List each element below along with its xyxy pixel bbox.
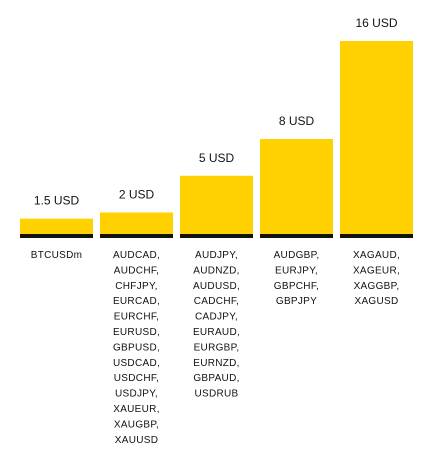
value-label-2: 2 USD <box>119 188 155 202</box>
category-label-3-5: CADJPY, <box>195 312 238 323</box>
category-label-3-3: AUDUSD, <box>193 281 240 292</box>
category-label-5-4: XAGUSD <box>354 296 398 307</box>
category-label-5-1: XAGAUD, <box>353 250 400 261</box>
category-label-3-1: AUDJPY, <box>195 250 238 261</box>
category-label-2-12: XAUGBP, <box>114 419 159 430</box>
category-label-2-6: EURUSD, <box>113 327 160 338</box>
category-label-2-10: USDJPY, <box>115 389 158 400</box>
category-label-2-13: XAUUSD <box>115 435 158 446</box>
category-label-3-9: GBPAUD, <box>193 373 239 384</box>
category-label-2-4: EURCAD, <box>113 296 160 307</box>
category-label-2-8: USDCAD, <box>113 358 160 369</box>
category-label-3-8: EURNZD, <box>193 358 240 369</box>
bar-3 <box>180 175 253 237</box>
category-label-1-1: BTCUSDm <box>31 250 83 261</box>
category-label-2-7: GBPUSD, <box>113 342 160 353</box>
bar-baseline-5 <box>340 234 413 238</box>
category-label-2-2: AUDCHF, <box>114 265 159 276</box>
bar-4 <box>260 139 333 237</box>
category-label-3-4: CADCHF, <box>194 296 239 307</box>
value-label-3: 5 USD <box>199 151 235 165</box>
category-label-3-7: EURGBP, <box>194 342 240 353</box>
value-label-4: 8 USD <box>279 114 315 128</box>
category-label-2-5: EURCHF, <box>114 312 159 323</box>
category-label-4-3: GBPCHF, <box>274 281 319 292</box>
category-label-3-10: USDRUB <box>194 389 238 400</box>
bar-baseline-2 <box>100 234 173 238</box>
value-label-1: 1.5 USD <box>34 194 80 208</box>
value-label-5: 16 USD <box>355 16 397 30</box>
category-label-4-4: GBPJPY <box>276 296 317 307</box>
bar-baseline-4 <box>260 234 333 238</box>
bar-1 <box>20 218 93 237</box>
bar-2 <box>100 212 173 237</box>
category-label-4-1: AUDGBP, <box>274 250 320 261</box>
bar-baseline-1 <box>20 234 93 238</box>
category-label-5-2: XAGEUR, <box>353 265 400 276</box>
category-label-2-11: XAUEUR, <box>113 404 160 415</box>
category-label-5-3: XAGGBP, <box>354 281 400 292</box>
category-label-2-1: AUDCAD, <box>113 250 160 261</box>
category-label-3-2: AUDNZD, <box>193 265 240 276</box>
bar-baseline-3 <box>180 234 253 238</box>
category-label-2-9: USDCHF, <box>114 373 159 384</box>
category-label-4-2: EURJPY, <box>275 265 318 276</box>
bar-5 <box>340 41 413 237</box>
category-label-3-6: EURAUD, <box>193 327 240 338</box>
category-label-2-3: CHFJPY, <box>115 281 157 292</box>
